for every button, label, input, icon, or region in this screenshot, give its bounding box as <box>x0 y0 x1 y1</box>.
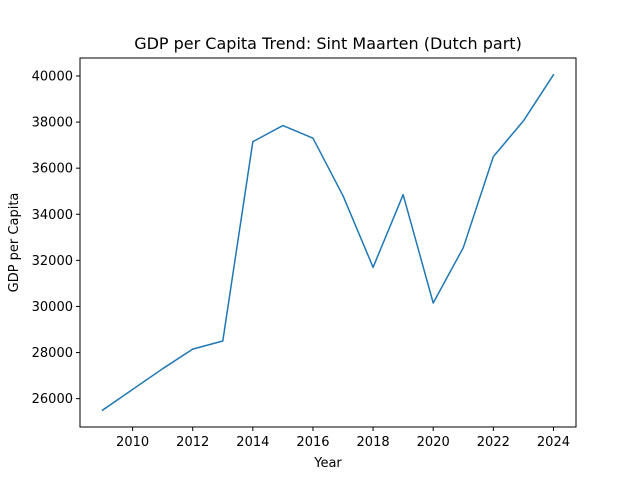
data-point <box>191 348 194 351</box>
x-axis: 2010 2012 2014 2016 2018 2020 2022 2024 <box>116 427 570 450</box>
data-point <box>101 409 104 412</box>
data-point <box>552 73 555 76</box>
y-axis-title: GDP per Capita <box>7 193 22 293</box>
data-point <box>221 340 224 343</box>
x-tick-label: 2016 <box>296 435 329 450</box>
x-tick-label: 2024 <box>537 435 570 450</box>
series-line-0 <box>101 73 555 412</box>
y-tick-label: 38000 <box>32 116 73 131</box>
y-tick-label: 32000 <box>32 254 73 269</box>
x-tick-label: 2014 <box>236 435 269 450</box>
data-point <box>342 194 345 197</box>
x-tick-label: 2010 <box>116 435 149 450</box>
data-point <box>161 367 164 370</box>
x-tick-label: 2018 <box>357 435 390 450</box>
data-point <box>251 140 254 143</box>
x-tick-label: 2020 <box>417 435 450 450</box>
x-tick-label: 2012 <box>176 435 209 450</box>
plot-area-frame <box>79 57 577 428</box>
data-point <box>462 246 465 249</box>
data-point <box>522 119 525 122</box>
y-axis: 26000 28000 30000 32000 34000 36000 38000 40000 <box>32 69 80 407</box>
data-point <box>432 302 435 305</box>
x-tick-label: 2022 <box>477 435 510 450</box>
data-point <box>372 266 375 269</box>
data-point <box>131 388 134 391</box>
chart-title: GDP per Capita Trend: Sint Maarten (Dutc… <box>134 34 522 53</box>
y-tick-label: 30000 <box>32 300 73 315</box>
x-axis-title: Year <box>313 456 342 471</box>
y-tick-label: 26000 <box>32 392 73 407</box>
y-tick-label: 34000 <box>32 208 73 223</box>
data-point <box>311 137 314 140</box>
y-tick-label: 28000 <box>32 346 73 361</box>
data-point <box>492 155 495 158</box>
data-point <box>281 124 284 127</box>
series-layer <box>101 73 555 412</box>
y-tick-label: 36000 <box>32 162 73 177</box>
y-tick-label: 40000 <box>32 69 73 84</box>
data-point <box>402 193 405 196</box>
